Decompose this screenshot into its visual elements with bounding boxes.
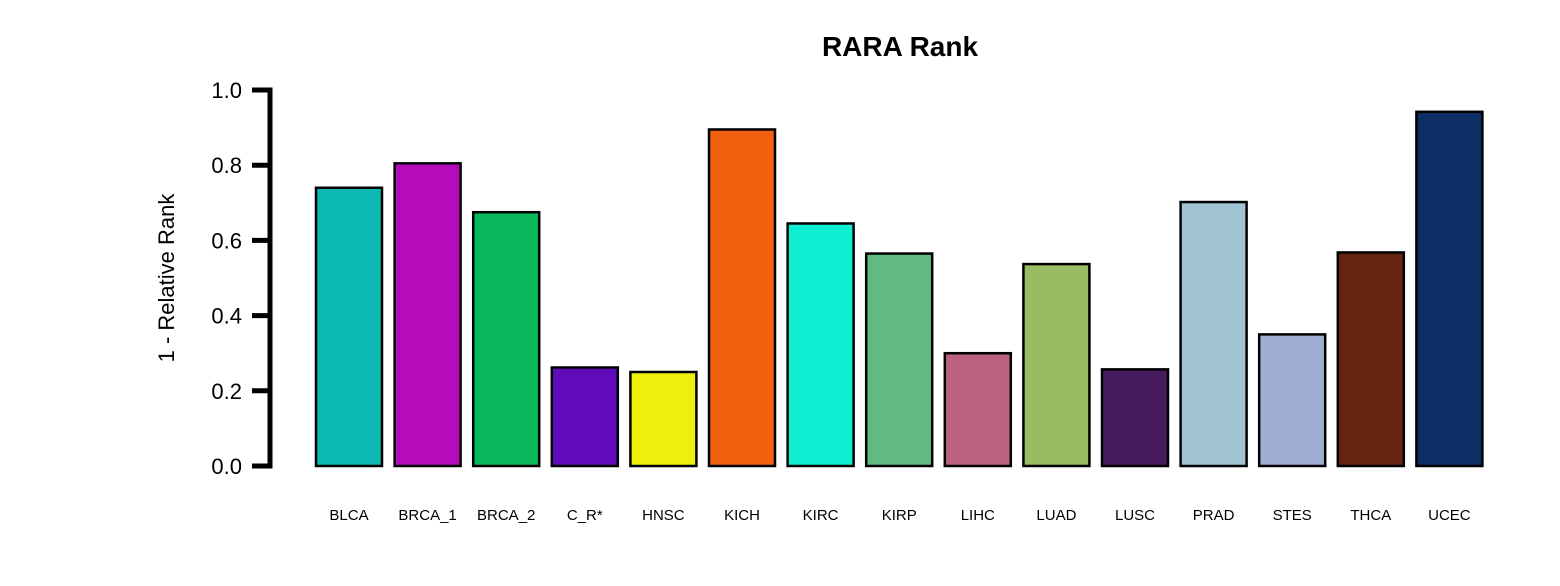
x-tick-label: STES bbox=[1273, 507, 1312, 524]
x-tick-label: THCA bbox=[1350, 507, 1391, 524]
bar-kich bbox=[707, 128, 777, 468]
bar-thca bbox=[1336, 251, 1406, 468]
bar-ucec bbox=[1415, 110, 1484, 468]
y-tick-label: 0.2 bbox=[211, 379, 242, 404]
x-tick-label: BRCA_2 bbox=[477, 507, 535, 524]
x-tick-label: UCEC bbox=[1428, 507, 1471, 524]
x-tick-label: KIRP bbox=[882, 507, 917, 524]
x-tick-labels: BLCA BRCA_1 BRCA_2 C_R* HNSC KICH KIRC KIRP LIHC… bbox=[329, 507, 1470, 524]
x-tick-label: LUAD bbox=[1036, 507, 1076, 524]
bars bbox=[314, 110, 1484, 468]
bar-blca bbox=[314, 186, 384, 468]
chart-title: RARA Rank bbox=[822, 31, 979, 62]
bar-brca-1 bbox=[393, 162, 462, 468]
y-axis-label: 1 - Relative Rank bbox=[154, 193, 179, 363]
x-tick-label: KICH bbox=[724, 507, 760, 524]
x-tick-label: HNSC bbox=[642, 507, 685, 524]
bar-lusc bbox=[1100, 368, 1170, 468]
x-tick-label: PRAD bbox=[1193, 507, 1235, 524]
bar-prad bbox=[1179, 200, 1248, 468]
y-tick-label: 1.0 bbox=[211, 78, 242, 103]
x-tick-label: LUSC bbox=[1115, 507, 1155, 524]
bar-kirp bbox=[864, 252, 934, 468]
x-tick-label: LIHC bbox=[961, 507, 995, 524]
bar-lihc bbox=[943, 351, 1013, 468]
y-tick-label: 0.8 bbox=[211, 153, 242, 178]
y-tick-label: 0.6 bbox=[211, 228, 242, 253]
y-tick-label: 0.4 bbox=[211, 304, 242, 329]
y-tick-label: 0.0 bbox=[211, 454, 242, 479]
bar-stes bbox=[1257, 333, 1327, 468]
x-tick-label: C_R* bbox=[567, 507, 603, 524]
x-tick-label: BRCA_1 bbox=[398, 507, 456, 524]
bar-brca-2 bbox=[471, 210, 541, 468]
y-axis: 0.0 0.2 0.4 0.6 0.8 1.0 bbox=[211, 78, 273, 479]
bar-luad bbox=[1022, 262, 1091, 468]
bar-kirc bbox=[786, 222, 855, 468]
x-tick-label: BLCA bbox=[329, 507, 368, 524]
bar-c-r bbox=[550, 366, 620, 468]
x-tick-label: KIRC bbox=[803, 507, 839, 524]
bar-hnsc bbox=[629, 370, 698, 468]
